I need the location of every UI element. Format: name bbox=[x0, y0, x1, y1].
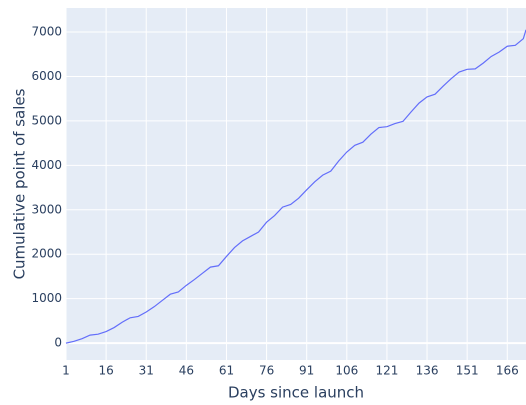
y-tick-label: 0 bbox=[54, 336, 62, 350]
y-tick-label: 6000 bbox=[31, 69, 62, 83]
x-tick-label: 151 bbox=[456, 364, 479, 378]
plot-area bbox=[66, 8, 526, 360]
x-tick-label: 76 bbox=[259, 364, 274, 378]
x-tick-label: 16 bbox=[98, 364, 113, 378]
x-tick-label: 166 bbox=[496, 364, 519, 378]
line bbox=[65, 29, 526, 344]
y-tick-label: 2000 bbox=[31, 247, 62, 261]
y-axis-title: Cumulative point of sales bbox=[11, 88, 29, 279]
x-tick-label: 91 bbox=[299, 364, 314, 378]
x-axis-title: Days since launch bbox=[228, 384, 364, 402]
y-tick-label: 1000 bbox=[31, 291, 62, 305]
y-tick-label: 5000 bbox=[31, 113, 62, 127]
y-tick-label: 3000 bbox=[31, 202, 62, 216]
x-tick-label: 46 bbox=[179, 364, 194, 378]
x-tick-label: 31 bbox=[139, 364, 154, 378]
y-tick-label: 4000 bbox=[31, 158, 62, 172]
x-tick-label: 106 bbox=[335, 364, 358, 378]
x-tick-label: 136 bbox=[416, 364, 439, 378]
y-tick-label: 7000 bbox=[31, 25, 62, 39]
x-tick-label: 1 bbox=[62, 364, 70, 378]
x-tick-label: 61 bbox=[219, 364, 234, 378]
x-tick-label: 121 bbox=[375, 364, 398, 378]
